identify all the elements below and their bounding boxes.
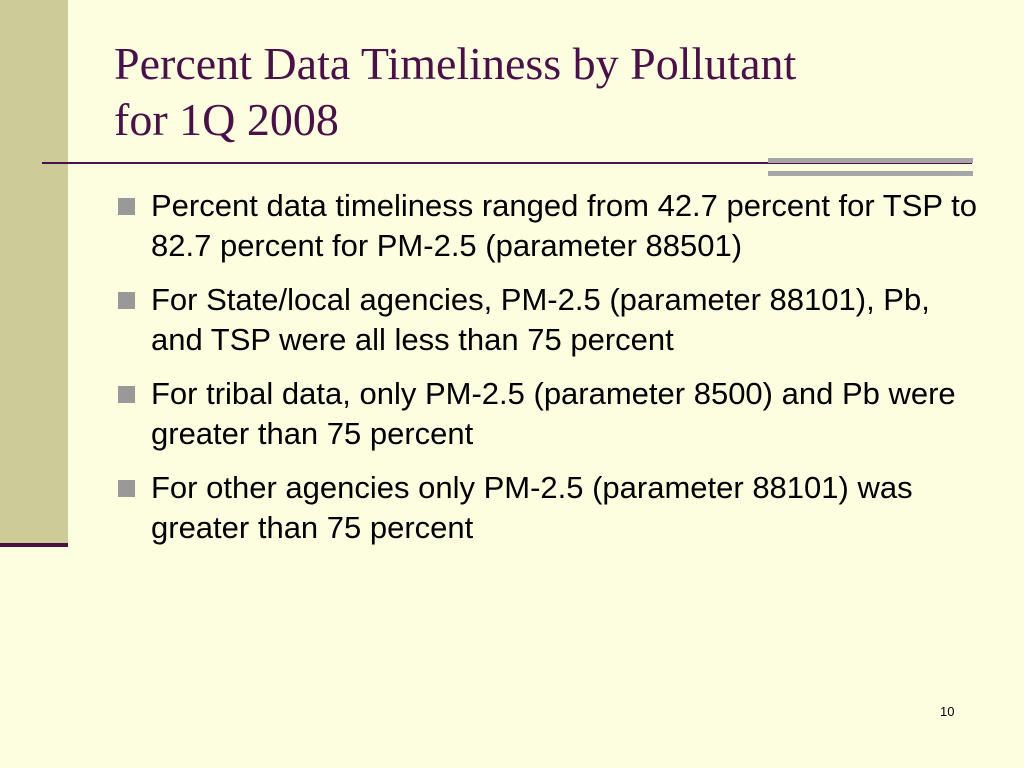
title-line-1: Percent Data Timeliness by Pollutant [114, 38, 797, 89]
bullet-text: For tribal data, only PM-2.5 (parameter … [151, 376, 956, 451]
square-bullet-icon [118, 480, 135, 497]
bullet-list: Percent data timeliness ranged from 42.7… [118, 186, 978, 562]
slide-title: Percent Data Timeliness by Pollutant for… [114, 36, 994, 148]
bullet-item: For other agencies only PM-2.5 (paramete… [118, 468, 978, 548]
bullet-text: For State/local agencies, PM-2.5 (parame… [151, 282, 930, 357]
accent-gray-bar-bottom [768, 171, 973, 176]
bullet-text: Percent data timeliness ranged from 42.7… [151, 188, 977, 263]
page-number: 10 [940, 704, 955, 719]
title-divider-rule [42, 162, 972, 164]
square-bullet-icon [118, 386, 135, 403]
bullet-text: For other agencies only PM-2.5 (paramete… [151, 470, 913, 545]
left-decorative-bar [0, 0, 68, 545]
square-bullet-icon [118, 292, 135, 309]
bullet-item: For State/local agencies, PM-2.5 (parame… [118, 280, 978, 360]
bullet-item: For tribal data, only PM-2.5 (parameter … [118, 374, 978, 454]
bullet-item: Percent data timeliness ranged from 42.7… [118, 186, 978, 266]
left-bar-underline [0, 543, 68, 547]
title-line-2: for 1Q 2008 [114, 94, 339, 145]
accent-gray-bar-top [768, 158, 973, 163]
square-bullet-icon [118, 198, 135, 215]
